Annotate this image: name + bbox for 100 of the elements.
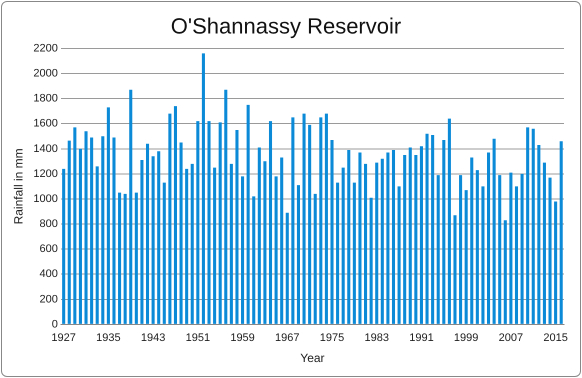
chart-title: O'Shannassy Reservoir bbox=[170, 13, 402, 38]
bar bbox=[263, 161, 266, 324]
y-tick-label: 600 bbox=[40, 243, 58, 256]
y-tick-label: 0 bbox=[52, 318, 58, 330]
x-tick-label: 1935 bbox=[96, 332, 121, 344]
bar bbox=[386, 152, 390, 324]
bar bbox=[140, 160, 144, 324]
bar bbox=[314, 194, 317, 324]
x-tick-label: 1943 bbox=[140, 332, 166, 344]
bar bbox=[448, 118, 451, 324]
y-tick-label: 2200 bbox=[33, 42, 58, 54]
y-axis-title: Rainfall in mm bbox=[12, 148, 26, 224]
y-tick-label: 1000 bbox=[33, 192, 58, 205]
bar bbox=[476, 170, 479, 324]
bar bbox=[347, 150, 350, 324]
bar bbox=[296, 185, 300, 324]
bar bbox=[436, 175, 440, 324]
bar bbox=[486, 152, 490, 324]
y-tick-label: 1600 bbox=[33, 118, 58, 130]
bar bbox=[101, 136, 104, 324]
bar bbox=[268, 121, 272, 324]
x-tick-label: 1975 bbox=[320, 332, 344, 344]
y-tick-label: 400 bbox=[40, 268, 58, 280]
bar bbox=[336, 182, 340, 324]
bar bbox=[258, 148, 261, 324]
bar bbox=[364, 164, 368, 324]
bar bbox=[224, 90, 228, 324]
bar bbox=[380, 158, 384, 324]
bar bbox=[106, 107, 110, 324]
bar bbox=[78, 148, 82, 324]
x-tick-label: 1983 bbox=[364, 332, 389, 344]
bar bbox=[324, 114, 328, 324]
bar bbox=[481, 186, 484, 324]
x-tick-label: 1991 bbox=[409, 332, 434, 344]
bar bbox=[420, 146, 423, 324]
bar bbox=[352, 182, 356, 324]
x-axis-title: Year bbox=[300, 351, 325, 366]
bar bbox=[342, 168, 345, 324]
bar bbox=[532, 128, 535, 324]
bar bbox=[526, 127, 530, 324]
bar bbox=[218, 122, 222, 324]
x-tick-label: 1959 bbox=[230, 332, 255, 344]
bar bbox=[464, 190, 468, 324]
bar bbox=[112, 137, 116, 324]
bar bbox=[498, 175, 502, 324]
bar bbox=[96, 166, 99, 324]
bar bbox=[370, 198, 373, 324]
x-tick-label: 2015 bbox=[543, 332, 568, 344]
bar bbox=[426, 134, 429, 324]
bar bbox=[453, 215, 457, 324]
bar bbox=[509, 172, 512, 324]
bar bbox=[408, 148, 412, 324]
bar bbox=[459, 175, 462, 324]
bar bbox=[90, 137, 94, 324]
bar bbox=[286, 212, 289, 324]
bar bbox=[375, 162, 378, 324]
y-tick-label: 1800 bbox=[33, 92, 58, 105]
x-tick-label: 2007 bbox=[498, 332, 524, 344]
bar bbox=[537, 145, 540, 324]
bar bbox=[157, 151, 160, 324]
bar bbox=[548, 178, 552, 324]
bar bbox=[213, 168, 216, 324]
bar bbox=[403, 155, 406, 324]
bar bbox=[134, 192, 138, 324]
bar bbox=[514, 186, 518, 324]
bar bbox=[358, 152, 362, 324]
bar bbox=[431, 134, 434, 324]
bar bbox=[146, 144, 150, 324]
bar bbox=[118, 192, 122, 324]
y-tick-label: 800 bbox=[40, 218, 58, 230]
bar bbox=[152, 156, 155, 324]
x-tick-label: 1967 bbox=[275, 332, 300, 344]
bar bbox=[560, 141, 563, 324]
bar bbox=[291, 117, 294, 324]
bar bbox=[414, 155, 418, 324]
bar bbox=[504, 220, 507, 324]
bar bbox=[185, 168, 188, 324]
bar bbox=[73, 127, 76, 324]
bar bbox=[180, 142, 183, 324]
bar bbox=[162, 182, 166, 324]
bar bbox=[207, 121, 211, 324]
bar bbox=[542, 162, 546, 324]
bar bbox=[319, 117, 322, 324]
bar bbox=[230, 164, 233, 324]
bar bbox=[280, 158, 284, 324]
bar bbox=[124, 194, 127, 324]
bar bbox=[84, 131, 88, 324]
bar bbox=[174, 106, 178, 324]
bar bbox=[235, 130, 239, 324]
bar bbox=[202, 53, 205, 324]
y-tick-label: 1400 bbox=[33, 142, 58, 155]
bar bbox=[554, 201, 558, 324]
bar bbox=[520, 174, 524, 324]
bar bbox=[398, 186, 401, 324]
y-tick-label: 2000 bbox=[33, 68, 58, 80]
bar bbox=[129, 90, 132, 324]
bar bbox=[68, 140, 71, 324]
bar bbox=[442, 140, 446, 324]
bar bbox=[302, 114, 306, 324]
bar bbox=[274, 176, 278, 324]
